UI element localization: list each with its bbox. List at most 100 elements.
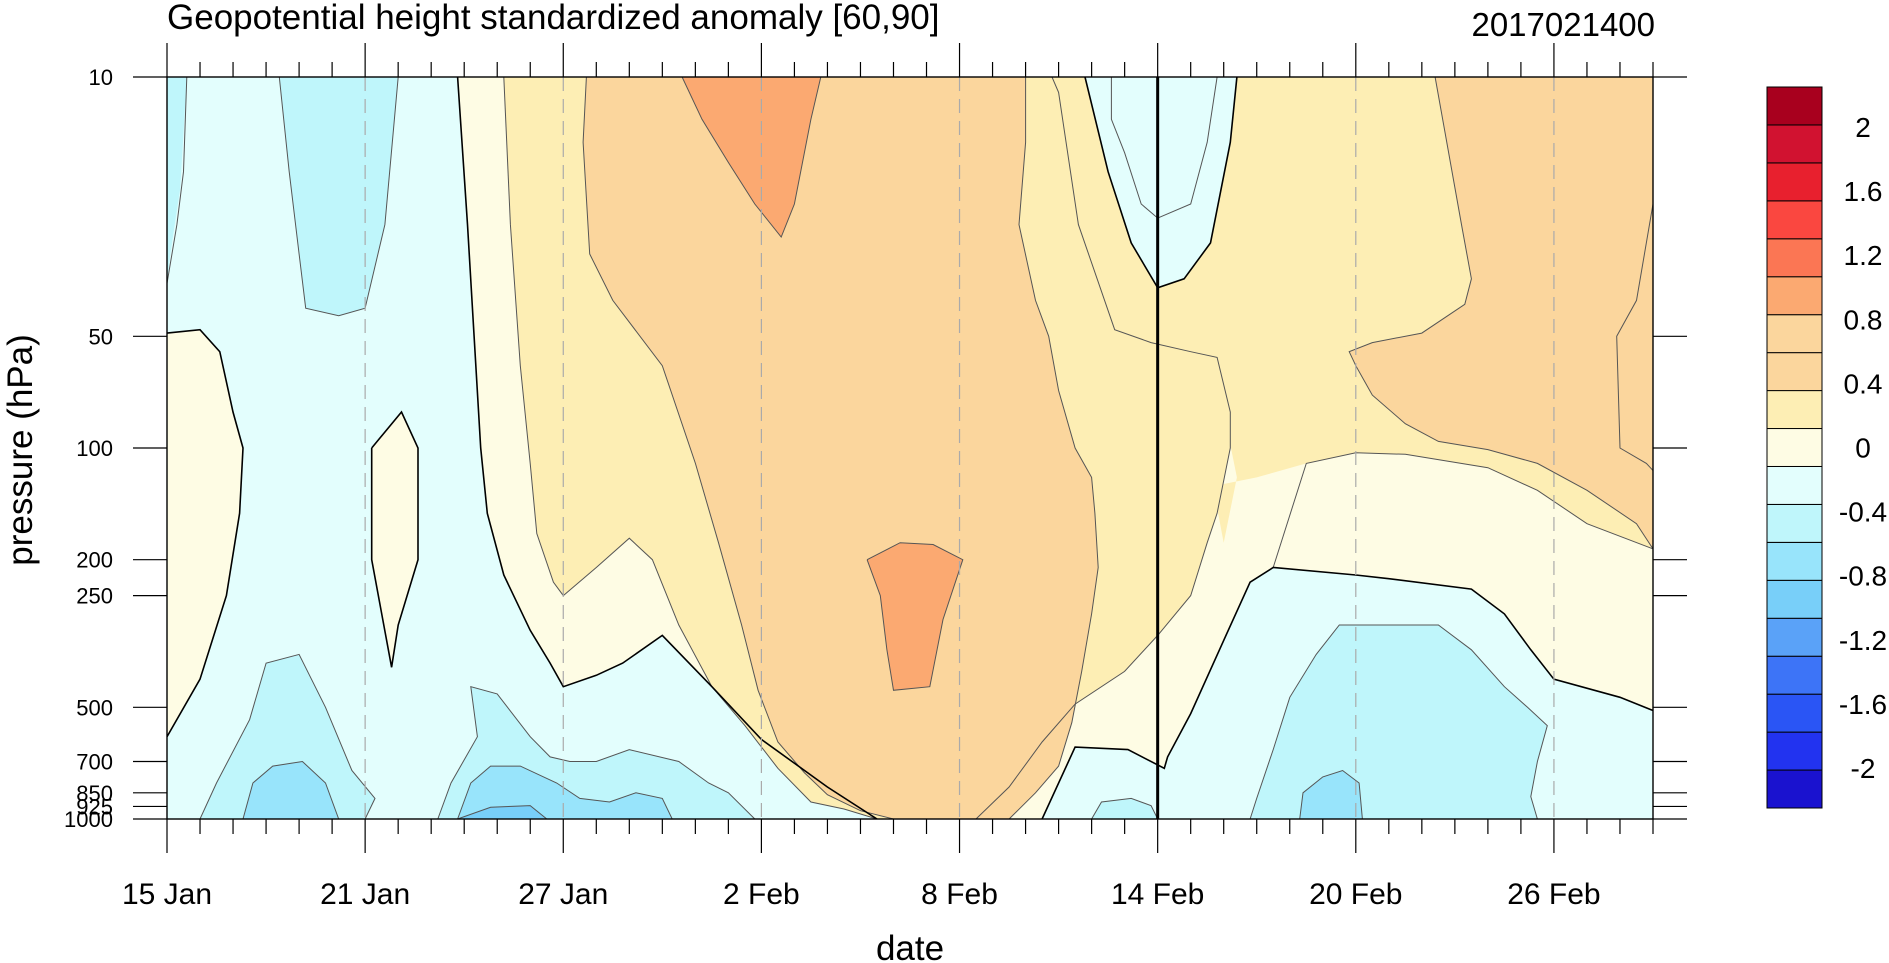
contour-region-17 bbox=[1091, 798, 1158, 819]
contour-line-7 bbox=[1616, 203, 1653, 471]
colorbar-box-1 bbox=[1766, 731, 1823, 771]
contour-region-2 bbox=[167, 329, 243, 737]
contour-fill-layer bbox=[167, 77, 1653, 819]
contour-region-3 bbox=[371, 412, 418, 668]
x-tick-label-6: 20 Feb bbox=[1309, 878, 1402, 911]
contour-region-18 bbox=[243, 761, 339, 819]
colorbar-label-6: -0.4 bbox=[1839, 497, 1887, 528]
colorbar-label-5: 0 bbox=[1855, 433, 1871, 464]
contour-line-16 bbox=[242, 760, 340, 819]
contour-region-14 bbox=[200, 654, 375, 819]
zero-contour-line-layer bbox=[167, 77, 1653, 819]
chart-subtitle: 2017021400 bbox=[1471, 6, 1655, 43]
x-tick-label-3: 2 Feb bbox=[723, 878, 800, 911]
y-tick-label-0: 10 bbox=[89, 65, 113, 90]
colorbar-box-18 bbox=[1766, 86, 1823, 126]
x-axis: 15 Jan 21 Jan 27 Jan 2 Feb 8 Feb 14 Feb 20 Feb… bbox=[122, 43, 1654, 911]
contour-line-3 bbox=[582, 77, 1099, 819]
contour-region-9 bbox=[867, 542, 963, 691]
colorbar-box-6 bbox=[1766, 541, 1823, 581]
colorbar-label-2: 1.2 bbox=[1844, 240, 1883, 271]
y-tick-label-3: 200 bbox=[76, 548, 113, 573]
y-tick-label-2: 100 bbox=[76, 436, 113, 461]
contour-region-7 bbox=[1349, 77, 1653, 549]
colorbar-box-10 bbox=[1766, 390, 1823, 430]
y-tick-label-7: 850 bbox=[76, 781, 113, 806]
grid-lines bbox=[364, 77, 1555, 819]
contour-region-8 bbox=[682, 77, 821, 237]
zero-contour-line-3 bbox=[1041, 566, 1653, 819]
colorbar-box-7 bbox=[1766, 503, 1823, 543]
colorbar-label-9: -1.6 bbox=[1839, 689, 1887, 720]
contour-line-11 bbox=[278, 77, 399, 317]
contour-line-9 bbox=[1272, 452, 1653, 568]
contour-region-13 bbox=[279, 77, 399, 316]
x-tick-label-7: 26 Feb bbox=[1507, 878, 1600, 911]
contour-line-0 bbox=[509, 224, 878, 819]
contour-line-19 bbox=[457, 805, 548, 819]
y-tick-label-8: 925 bbox=[76, 794, 113, 819]
y-tick-label-4: 250 bbox=[76, 584, 113, 609]
contour-line-13 bbox=[437, 686, 756, 819]
colorbar-box-15 bbox=[1766, 200, 1823, 240]
contour-region-20 bbox=[1299, 770, 1363, 819]
zero-contour-line-0 bbox=[456, 77, 878, 819]
y-tick-label-9: 1000 bbox=[64, 807, 113, 832]
colorbar-box-3 bbox=[1766, 655, 1823, 695]
x-tick-label-0: 15 Jan bbox=[122, 878, 212, 911]
contour-region-21 bbox=[457, 805, 547, 819]
colorbar-box-14 bbox=[1766, 238, 1823, 278]
contour-line-12 bbox=[199, 653, 376, 819]
colorbar-box-8 bbox=[1766, 465, 1823, 505]
x-tick-label-1: 21 Jan bbox=[320, 878, 410, 911]
colorbar: 2 1.6 1.2 0.8 0.4 0 -0.4 -0.8 -1.2 -1.6 -2 bbox=[1766, 86, 1887, 809]
contour-line-8 bbox=[1110, 77, 1218, 219]
contour-region-19 bbox=[457, 766, 673, 819]
colorbar-box-11 bbox=[1766, 352, 1823, 392]
y-tick-label-1: 50 bbox=[89, 324, 113, 349]
contour-region-6 bbox=[583, 77, 1099, 819]
contour-line-1 bbox=[503, 77, 511, 225]
colorbar-label-7: -0.8 bbox=[1839, 561, 1887, 592]
zero-contour-line-2 bbox=[370, 410, 419, 668]
y-tick-label-6: 700 bbox=[76, 750, 113, 775]
contour-line-5 bbox=[866, 542, 964, 691]
contour-line-4 bbox=[681, 77, 822, 238]
colorbar-box-17 bbox=[1766, 124, 1823, 164]
contour-line-15 bbox=[1091, 797, 1159, 819]
contour-region-12 bbox=[167, 77, 187, 284]
contour-line-14 bbox=[1249, 624, 1548, 819]
colorbar-box-12 bbox=[1766, 314, 1823, 354]
x-tick-label-4: 8 Feb bbox=[921, 878, 998, 911]
x-tick-label-2: 27 Jan bbox=[518, 878, 608, 911]
contour-region-10 bbox=[1085, 77, 1237, 288]
x-tick-label-5: 14 Feb bbox=[1111, 878, 1204, 911]
colorbar-box-5 bbox=[1766, 579, 1823, 619]
contour-line-2 bbox=[975, 77, 1231, 819]
contour-line-17 bbox=[457, 765, 673, 819]
zero-contour-line-4 bbox=[1084, 77, 1238, 289]
colorbar-box-2 bbox=[1766, 693, 1823, 733]
x-axis-label: date bbox=[876, 929, 944, 963]
chart-title: Geopotential height standardized anomaly… bbox=[167, 0, 939, 37]
colorbar-label-1: 1.6 bbox=[1844, 176, 1883, 207]
contour-region-16 bbox=[1250, 625, 1548, 819]
y-axis-label: pressure (hPa) bbox=[1, 334, 40, 565]
colorbar-label-3: 0.8 bbox=[1844, 304, 1883, 335]
colorbar-box-0 bbox=[1766, 769, 1823, 809]
colorbar-label-0: 2 bbox=[1855, 112, 1871, 143]
colorbar-box-4 bbox=[1766, 617, 1823, 657]
contour-line-10 bbox=[167, 77, 188, 284]
colorbar-label-4: 0.4 bbox=[1844, 368, 1883, 399]
zero-contour-line-1 bbox=[167, 328, 244, 738]
y-tick-label-5: 500 bbox=[76, 695, 113, 720]
colorbar-label-8: -1.2 bbox=[1839, 625, 1887, 656]
contour-line-18 bbox=[1299, 769, 1363, 819]
colorbar-box-13 bbox=[1766, 276, 1823, 316]
colorbar-box-9 bbox=[1766, 428, 1823, 467]
colorbar-box-16 bbox=[1766, 162, 1823, 202]
colorbar-label-10: -2 bbox=[1851, 753, 1876, 784]
